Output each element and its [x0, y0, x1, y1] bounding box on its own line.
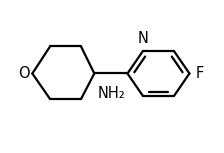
Text: F: F — [196, 66, 204, 81]
Text: NH₂: NH₂ — [98, 86, 125, 101]
Text: N: N — [138, 31, 149, 46]
Text: O: O — [18, 66, 29, 81]
